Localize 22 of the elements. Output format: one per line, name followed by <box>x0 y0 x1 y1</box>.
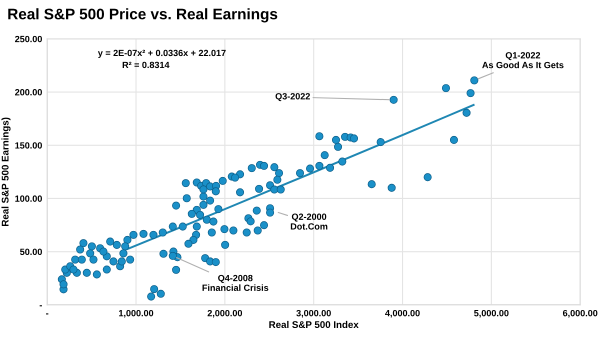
y-tick-label: 150.00 <box>15 142 42 149</box>
x-tick-label: 3,000.00 <box>296 310 331 318</box>
annotation: y = 2E-07x² + 0.0336x + 22.017 <box>98 50 226 58</box>
x-tick-label: 2,000.00 <box>208 310 242 318</box>
x-tick-label: - <box>46 313 48 314</box>
annotation: Q3-2022 <box>276 93 310 102</box>
annotation: Q4-2008 Financial Crisis <box>202 274 268 291</box>
x-tick-label: 5,000.00 <box>474 310 509 318</box>
y-tick-label: 100.00 <box>15 195 42 202</box>
annotation: Q1-2022 As Good As It Gets <box>482 52 564 68</box>
y-tick-label: 250.00 <box>15 36 42 42</box>
x-tick-label: 6,000.00 <box>562 310 598 318</box>
y-tick-label: 200.00 <box>15 89 42 96</box>
annotation: Q2-2000 Dot.Com <box>290 214 328 230</box>
x-tick-label: 4,000.00 <box>385 310 420 318</box>
annotation: R² = 0.8314 <box>122 62 170 68</box>
y-axis-title: Real S&P 500 Earnings) <box>1 118 11 226</box>
chart-title: Real S&P 500 Price vs. Real Earnings <box>8 8 278 22</box>
x-tick-label: 1,000.00 <box>119 310 154 318</box>
y-tick-label: - <box>40 305 42 306</box>
x-axis-title: Real S&P 500 Index <box>269 320 359 328</box>
y-tick-label: 50.00 <box>20 248 42 256</box>
